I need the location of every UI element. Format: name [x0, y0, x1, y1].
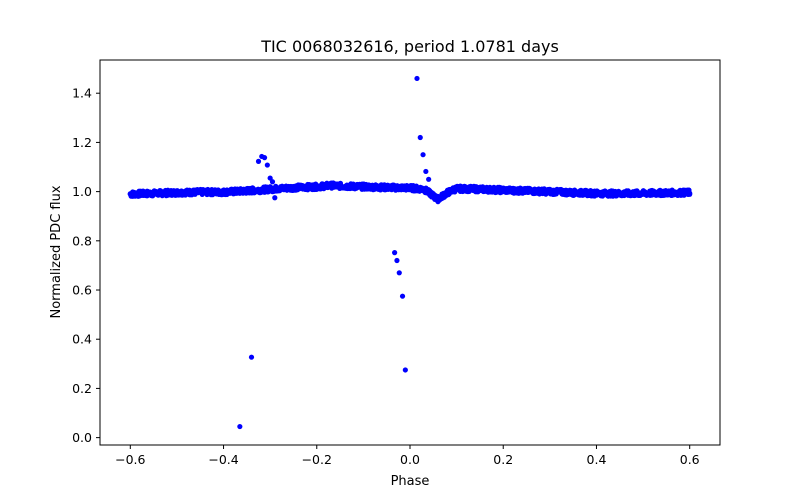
x-tick-label: −0.6 [115, 452, 145, 467]
y-tick-label: 1.2 [72, 135, 92, 150]
y-tick-label: 0.6 [72, 283, 92, 298]
x-tick-label: 0.2 [493, 452, 513, 467]
outlier-data-point [237, 423, 243, 430]
y-tick-label: 1.0 [72, 184, 92, 199]
outlier-data-point [267, 175, 273, 181]
outlier-data-point [272, 195, 278, 201]
axis-ticks: −0.6 −0.4 −0.2 0.0 0.2 0.4 0.6 0.0 0.2 0.4 0.6 0.8 1… [72, 86, 700, 467]
y-tick-label: 0.2 [72, 381, 92, 396]
outlier-data-point [423, 168, 429, 175]
outlier-data-point [255, 158, 262, 164]
outlier-data-point [417, 134, 423, 141]
x-tick-label: 0.6 [680, 452, 700, 467]
x-tick-label: −0.4 [208, 452, 238, 467]
baseline-data-point [687, 191, 693, 197]
outlier-data-point [261, 155, 268, 161]
outlier-data-point [420, 152, 426, 158]
y-tick-label: 1.4 [72, 86, 92, 101]
outlier-data-point [414, 75, 420, 82]
outlier-data-point [269, 179, 276, 185]
x-tick-label: 0.4 [587, 452, 607, 467]
x-tick-label: −0.2 [302, 452, 332, 467]
outlier-data-point [396, 270, 402, 276]
outlier-data-point [426, 176, 432, 182]
chart-title: TIC 0068032616, period 1.0781 days [260, 37, 559, 56]
outlier-data-point [392, 250, 398, 256]
outlier-data-point [264, 162, 270, 168]
outlier-data-point [394, 257, 400, 264]
y-tick-label: 0.8 [72, 233, 92, 248]
plot-frame [99, 59, 721, 446]
y-tick-label: 0.0 [72, 430, 92, 445]
outlier-data-point [402, 367, 408, 373]
x-tick-label: 0.0 [400, 452, 420, 467]
y-axis-label: Normalized PDC flux [49, 185, 64, 318]
outlier-data-point [248, 354, 255, 360]
outlier-data-point [399, 293, 406, 299]
data-points [127, 75, 693, 430]
y-tick-label: 0.4 [72, 332, 92, 347]
x-axis-label: Phase [391, 474, 430, 489]
